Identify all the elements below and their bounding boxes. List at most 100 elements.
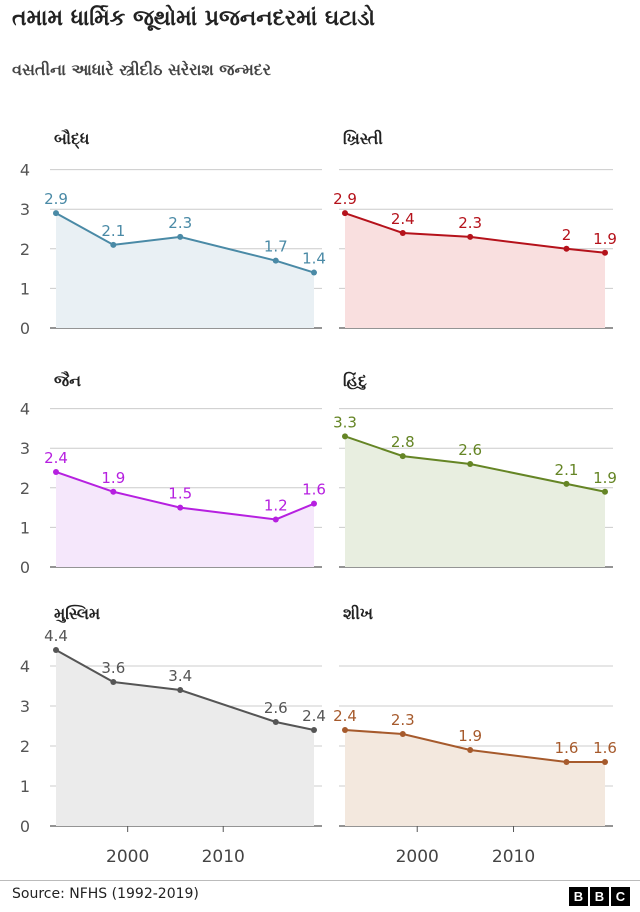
series-area bbox=[56, 471, 314, 567]
y-tick-label: 1 bbox=[20, 518, 30, 537]
panel-3: હિંદુ 3.3 2.8 2.6 2.1 1.9 bbox=[333, 371, 617, 568]
y-tick-label: 2 bbox=[20, 737, 30, 756]
y-tick-label: 0 bbox=[20, 558, 30, 577]
data-point bbox=[342, 210, 348, 217]
x-tick-label: 2010 bbox=[202, 847, 245, 867]
panel-1: ખ્રિસ્તી 2.9 2.4 2.3 2 1.9 bbox=[333, 129, 617, 329]
x-tick-label: 2000 bbox=[106, 847, 149, 867]
data-point bbox=[467, 461, 474, 468]
data-point bbox=[272, 257, 279, 264]
panel-5: શીખ 2000 2010 2.4 2.3 1.9 1.6 1.6 bbox=[333, 604, 617, 867]
data-point bbox=[563, 480, 570, 487]
panel-title: ખ્રિસ્તી bbox=[343, 129, 383, 148]
data-point bbox=[110, 241, 117, 248]
y-tick-label: 1 bbox=[20, 279, 30, 298]
source-note: Source: NFHS (1992-2019) bbox=[12, 886, 199, 902]
data-point bbox=[399, 229, 406, 236]
data-point bbox=[110, 679, 117, 685]
y-tick-label: 3 bbox=[20, 200, 30, 219]
data-label: 1.6 bbox=[302, 481, 326, 499]
data-label: 2.9 bbox=[333, 190, 357, 208]
logo-letter: B bbox=[569, 887, 588, 906]
series-area bbox=[56, 213, 314, 328]
y-tick-label: 4 bbox=[20, 161, 30, 180]
y-tick-label: 0 bbox=[20, 817, 30, 836]
data-label: 2.4 bbox=[302, 707, 326, 725]
data-label: 1.2 bbox=[264, 496, 288, 514]
series-area bbox=[345, 730, 605, 826]
x-tick-label: 2000 bbox=[396, 847, 439, 867]
data-point bbox=[399, 453, 406, 460]
data-point bbox=[602, 249, 608, 256]
data-point bbox=[467, 233, 474, 240]
data-label: 1.4 bbox=[302, 250, 326, 268]
data-label: 1.6 bbox=[555, 739, 579, 757]
data-label: 1.7 bbox=[264, 238, 288, 256]
data-point bbox=[53, 647, 59, 653]
data-point bbox=[272, 516, 279, 523]
data-point bbox=[311, 727, 317, 733]
chart-subtitle: વસતીના આધારે સ્ત્રીદીઠ સરેરાશ જન્મદર bbox=[12, 60, 271, 79]
data-label: 2.4 bbox=[391, 210, 415, 228]
data-point bbox=[177, 687, 184, 693]
data-point bbox=[467, 747, 474, 753]
data-point bbox=[399, 731, 406, 737]
data-label: 2.8 bbox=[391, 433, 415, 451]
panel-4: મુસ્લિમ 0 1 2 3 4 2000 2010 4.4 3.6 3.4 2.6 2.4 bbox=[20, 604, 326, 867]
series-area bbox=[56, 650, 314, 826]
y-tick-label: 2 bbox=[20, 240, 30, 259]
panel-title: હિંદુ bbox=[343, 371, 367, 391]
data-label: 1.6 bbox=[593, 739, 617, 757]
data-label: 2.3 bbox=[168, 214, 192, 232]
data-label: 2.9 bbox=[44, 190, 68, 208]
panel-title: જૈન bbox=[54, 370, 81, 390]
small-multiples-chart: બૌદ્ધ 0 1 2 3 4 2.9 2.1 2.3 1.7 1.4 ખ્રિસ્તી 2.9 2.4 2… bbox=[20, 128, 617, 867]
bbc-logo: B B C bbox=[569, 887, 630, 906]
data-point bbox=[563, 759, 570, 765]
y-tick-label: 4 bbox=[20, 657, 30, 676]
data-point bbox=[311, 500, 317, 507]
data-label: 4.4 bbox=[44, 627, 68, 645]
y-tick-label: 0 bbox=[20, 319, 30, 338]
series-area bbox=[345, 436, 605, 567]
data-label: 2.1 bbox=[555, 461, 579, 479]
data-label: 1.5 bbox=[168, 485, 192, 503]
panel-title: મુસ્લિમ bbox=[54, 604, 100, 624]
data-label: 2.3 bbox=[458, 214, 482, 232]
chart-title: તમામ ધાર્મિક જૂથોમાં પ્રજનનદરમાં ઘટાડો bbox=[12, 6, 376, 31]
footer-divider bbox=[0, 880, 640, 881]
data-point bbox=[342, 433, 348, 440]
y-tick-label: 3 bbox=[20, 697, 30, 716]
panel-title: બૌદ્ધ bbox=[54, 128, 90, 150]
data-label: 1.9 bbox=[101, 469, 125, 487]
data-point bbox=[563, 245, 570, 252]
data-label: 1.9 bbox=[593, 230, 617, 248]
data-label: 2.4 bbox=[333, 707, 357, 725]
data-point bbox=[177, 233, 184, 240]
panel-0: બૌદ્ધ 0 1 2 3 4 2.9 2.1 2.3 1.7 1.4 bbox=[20, 128, 326, 338]
y-tick-label: 2 bbox=[20, 479, 30, 498]
data-label: 3.4 bbox=[168, 667, 192, 685]
data-label: 2.6 bbox=[264, 699, 288, 717]
series-area bbox=[345, 213, 605, 328]
data-label: 2.3 bbox=[391, 711, 415, 729]
data-point bbox=[602, 488, 608, 495]
data-point bbox=[342, 727, 348, 733]
data-point bbox=[53, 468, 59, 475]
data-point bbox=[177, 504, 184, 511]
panel-title: શીખ bbox=[343, 604, 373, 623]
data-label: 2.1 bbox=[101, 222, 125, 240]
panel-2: જૈન 0 1 2 3 4 2.4 1.9 1.5 1.2 1.6 bbox=[20, 370, 326, 577]
data-label: 2.6 bbox=[458, 441, 482, 459]
data-label: 3.3 bbox=[333, 413, 357, 431]
data-point bbox=[311, 269, 317, 276]
logo-letter: C bbox=[611, 887, 630, 906]
data-label: 2 bbox=[562, 226, 572, 244]
data-point bbox=[602, 759, 608, 765]
data-label: 1.9 bbox=[593, 469, 617, 487]
data-point bbox=[272, 719, 279, 725]
data-label: 3.6 bbox=[101, 659, 125, 677]
x-tick-label: 2010 bbox=[492, 847, 535, 867]
data-label: 1.9 bbox=[458, 727, 482, 745]
data-point bbox=[110, 488, 117, 495]
